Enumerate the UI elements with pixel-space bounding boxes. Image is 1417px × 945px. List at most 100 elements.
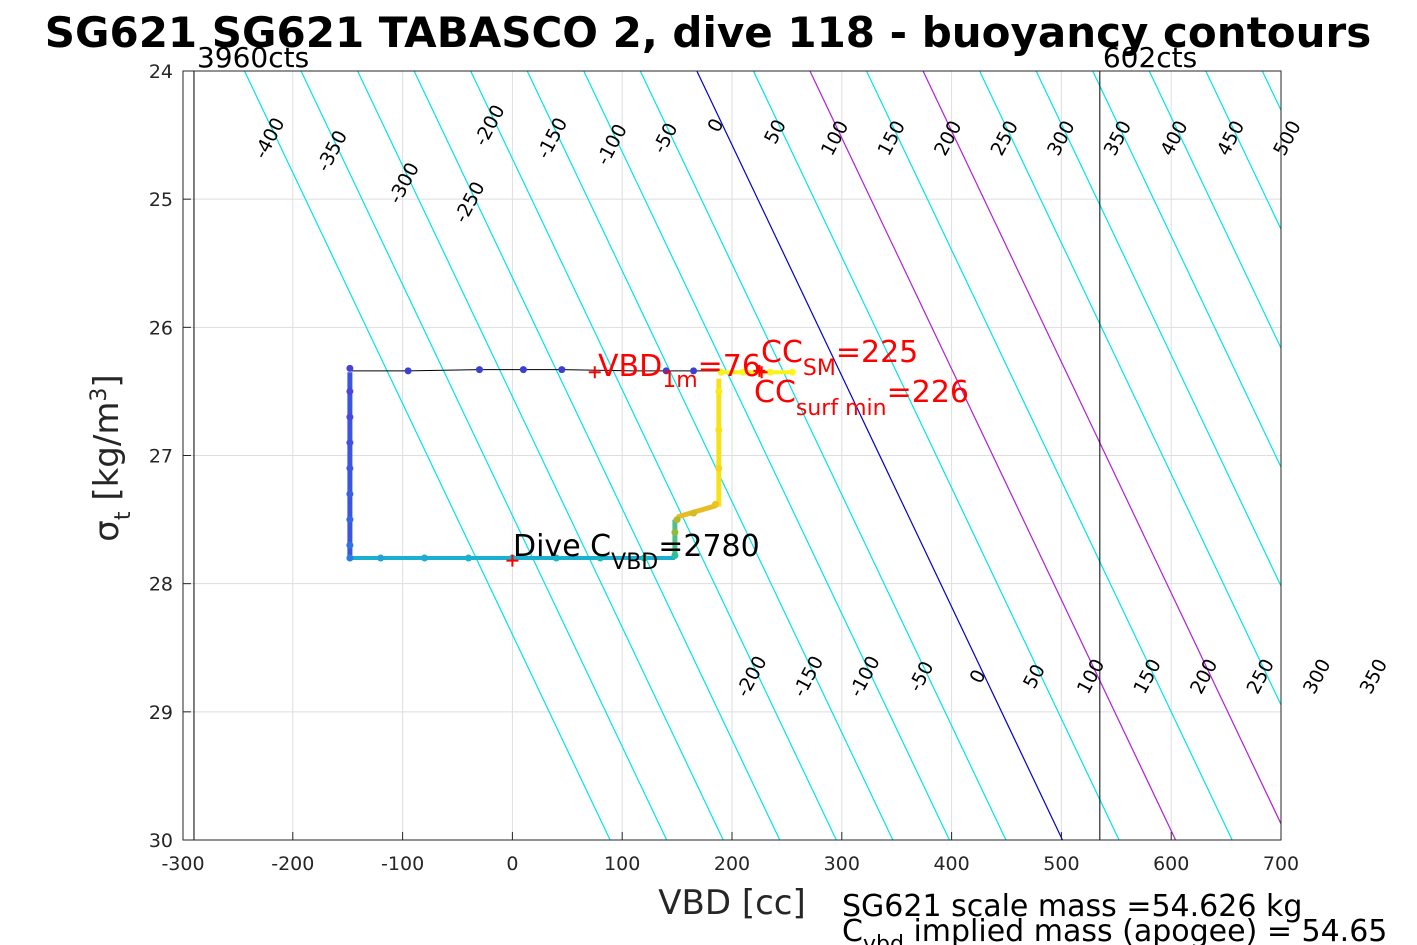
y-tick-label: 28 <box>149 574 173 596</box>
x-tick-label: 400 <box>933 853 969 875</box>
contour-line <box>526 71 894 840</box>
contour-label: 200 <box>1186 655 1222 697</box>
profile-point <box>558 366 566 374</box>
y-tick-label: 30 <box>149 830 173 852</box>
contour-line <box>639 71 1007 840</box>
profile-point <box>519 366 527 374</box>
vbd-limit-label: 3960cts <box>197 41 309 74</box>
contour-line <box>752 71 1120 840</box>
contour-line <box>865 71 1233 840</box>
contour-label: -100 <box>845 652 885 700</box>
profile-point <box>671 528 679 536</box>
contour-label: 0 <box>703 115 728 136</box>
contour-label: 250 <box>987 117 1023 159</box>
contour-label: 50 <box>760 116 791 148</box>
x-tick-label: 700 <box>1263 853 1299 875</box>
contour-line <box>696 71 1064 840</box>
contour-label: 50 <box>1019 661 1050 693</box>
contour-line <box>979 71 1281 707</box>
x-tick-label: 500 <box>1043 853 1079 875</box>
contour-label: 300 <box>1299 655 1335 697</box>
red-plus-marker <box>755 366 768 379</box>
contour-label: 150 <box>873 117 909 159</box>
contour-line <box>1205 71 1281 231</box>
contour-label: -200 <box>470 101 510 149</box>
contour-label: -350 <box>312 127 352 175</box>
profile-point <box>346 387 354 395</box>
contour-label: 500 <box>1269 117 1305 159</box>
contour-line <box>809 71 1177 840</box>
vbd-limit-lines: 3960cts 602cts <box>193 41 1197 840</box>
profile-point <box>464 554 472 562</box>
contour-label: 250 <box>1242 655 1278 697</box>
profile-point <box>346 413 354 421</box>
contour-label: 350 <box>1100 117 1136 159</box>
x-tick-label: -300 <box>161 853 204 875</box>
contour-line <box>1092 71 1281 469</box>
profile-point <box>475 366 483 374</box>
vbd-1m-annotation: VBD1m=76 <box>598 349 761 393</box>
profile-point <box>346 364 354 372</box>
contour-line <box>413 71 781 840</box>
contour-line <box>1148 71 1281 350</box>
x-tick-label: 300 <box>824 853 860 875</box>
profile-point <box>715 387 723 395</box>
contour-line <box>357 71 724 840</box>
profile-point <box>346 516 354 524</box>
profile-point <box>596 554 604 562</box>
contour-label: -100 <box>592 120 632 168</box>
contour-label: 100 <box>817 117 853 159</box>
profile-point <box>690 367 698 375</box>
profile-point <box>739 368 747 376</box>
profile-point <box>715 464 723 472</box>
x-tick-label: 100 <box>604 853 640 875</box>
dive-profile <box>346 364 796 567</box>
contour-line <box>243 71 611 840</box>
profile-point <box>715 426 723 434</box>
profile-point <box>346 490 354 498</box>
profile-point <box>404 367 412 375</box>
contour-label: 450 <box>1213 117 1249 159</box>
contour-line <box>922 71 1281 826</box>
contour-label: -400 <box>250 114 290 162</box>
contour-label: 150 <box>1129 655 1165 697</box>
profile-point <box>346 541 354 549</box>
x-tick-label: 600 <box>1153 853 1189 875</box>
profile-point <box>690 509 698 517</box>
contour-label: -250 <box>450 178 490 226</box>
profile-point <box>346 554 354 562</box>
scale-mass-footnote: SG621 scale mass =54.626 kg <box>842 889 1302 924</box>
profile-point <box>346 439 354 447</box>
cc-sm-annotation: CCSM=225 <box>761 335 918 381</box>
x-tick-label: -200 <box>271 853 314 875</box>
x-tick-label: 0 <box>506 853 518 875</box>
contour-line <box>300 71 668 840</box>
contour-label: -150 <box>789 652 829 700</box>
y-tick-label: 24 <box>149 61 173 83</box>
profile-point <box>552 554 560 562</box>
cc-surf-min-annotation: CCsurf min=226 <box>754 375 969 421</box>
profile-point <box>766 368 774 376</box>
contour-line <box>1261 71 1281 112</box>
profile-point <box>377 554 385 562</box>
contour-label: 0 <box>965 666 990 687</box>
profile-point <box>421 554 429 562</box>
dive-cvbd-annotation: Dive CVBD=2780 <box>513 529 760 575</box>
profile-point <box>662 367 670 375</box>
profile-point <box>346 464 354 472</box>
y-axis-label: σt [kg/m3] <box>87 374 136 541</box>
y-tick-label: 29 <box>149 702 173 724</box>
contour-line <box>470 71 837 840</box>
profile-point <box>673 516 681 524</box>
y-tick-label: 26 <box>149 317 173 339</box>
axes: -300 -200 -100 0 100 200 300 400 500 600 700242526… <box>149 61 1299 875</box>
contour-line <box>583 71 950 840</box>
profile-point <box>717 368 725 376</box>
vbd-limit-label: 602cts <box>1103 41 1197 74</box>
contour-label: -50 <box>648 119 682 157</box>
contour-label: 300 <box>1043 117 1079 159</box>
y-tick-label: 25 <box>149 189 173 211</box>
x-tick-label: 200 <box>714 853 750 875</box>
red-plus-marker <box>753 364 766 377</box>
x-tick-label: -100 <box>381 853 424 875</box>
